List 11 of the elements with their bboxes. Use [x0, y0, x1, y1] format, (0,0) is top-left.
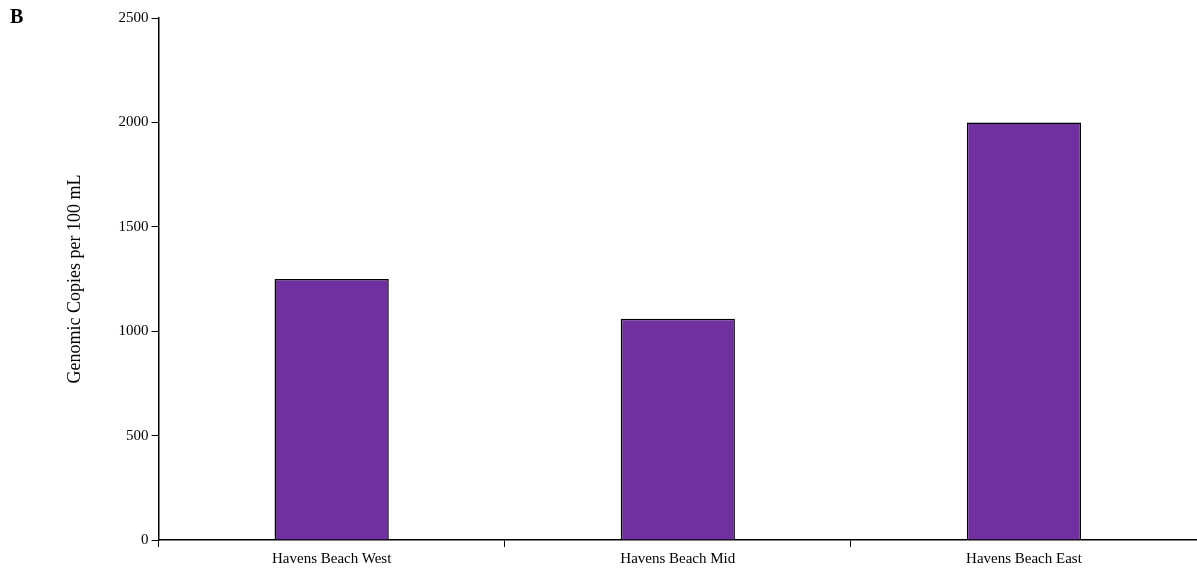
- x-tick-label: Havens Beach Mid: [620, 549, 736, 566]
- y-tick-label: 2000: [118, 113, 149, 130]
- y-tick-label: 1500: [118, 217, 149, 234]
- x-tick-label: Havens Beach East: [966, 549, 1083, 566]
- x-tick-label: Havens Beach West: [272, 549, 393, 566]
- y-tick-label: 0: [141, 530, 149, 547]
- y-axis-title: Genomic Copies per 100 mL: [63, 174, 84, 384]
- y-tick-label: 500: [126, 426, 149, 443]
- y-tick-label: 2500: [118, 8, 149, 25]
- text: B: [10, 5, 24, 28]
- y-tick-label: 1000: [118, 322, 149, 339]
